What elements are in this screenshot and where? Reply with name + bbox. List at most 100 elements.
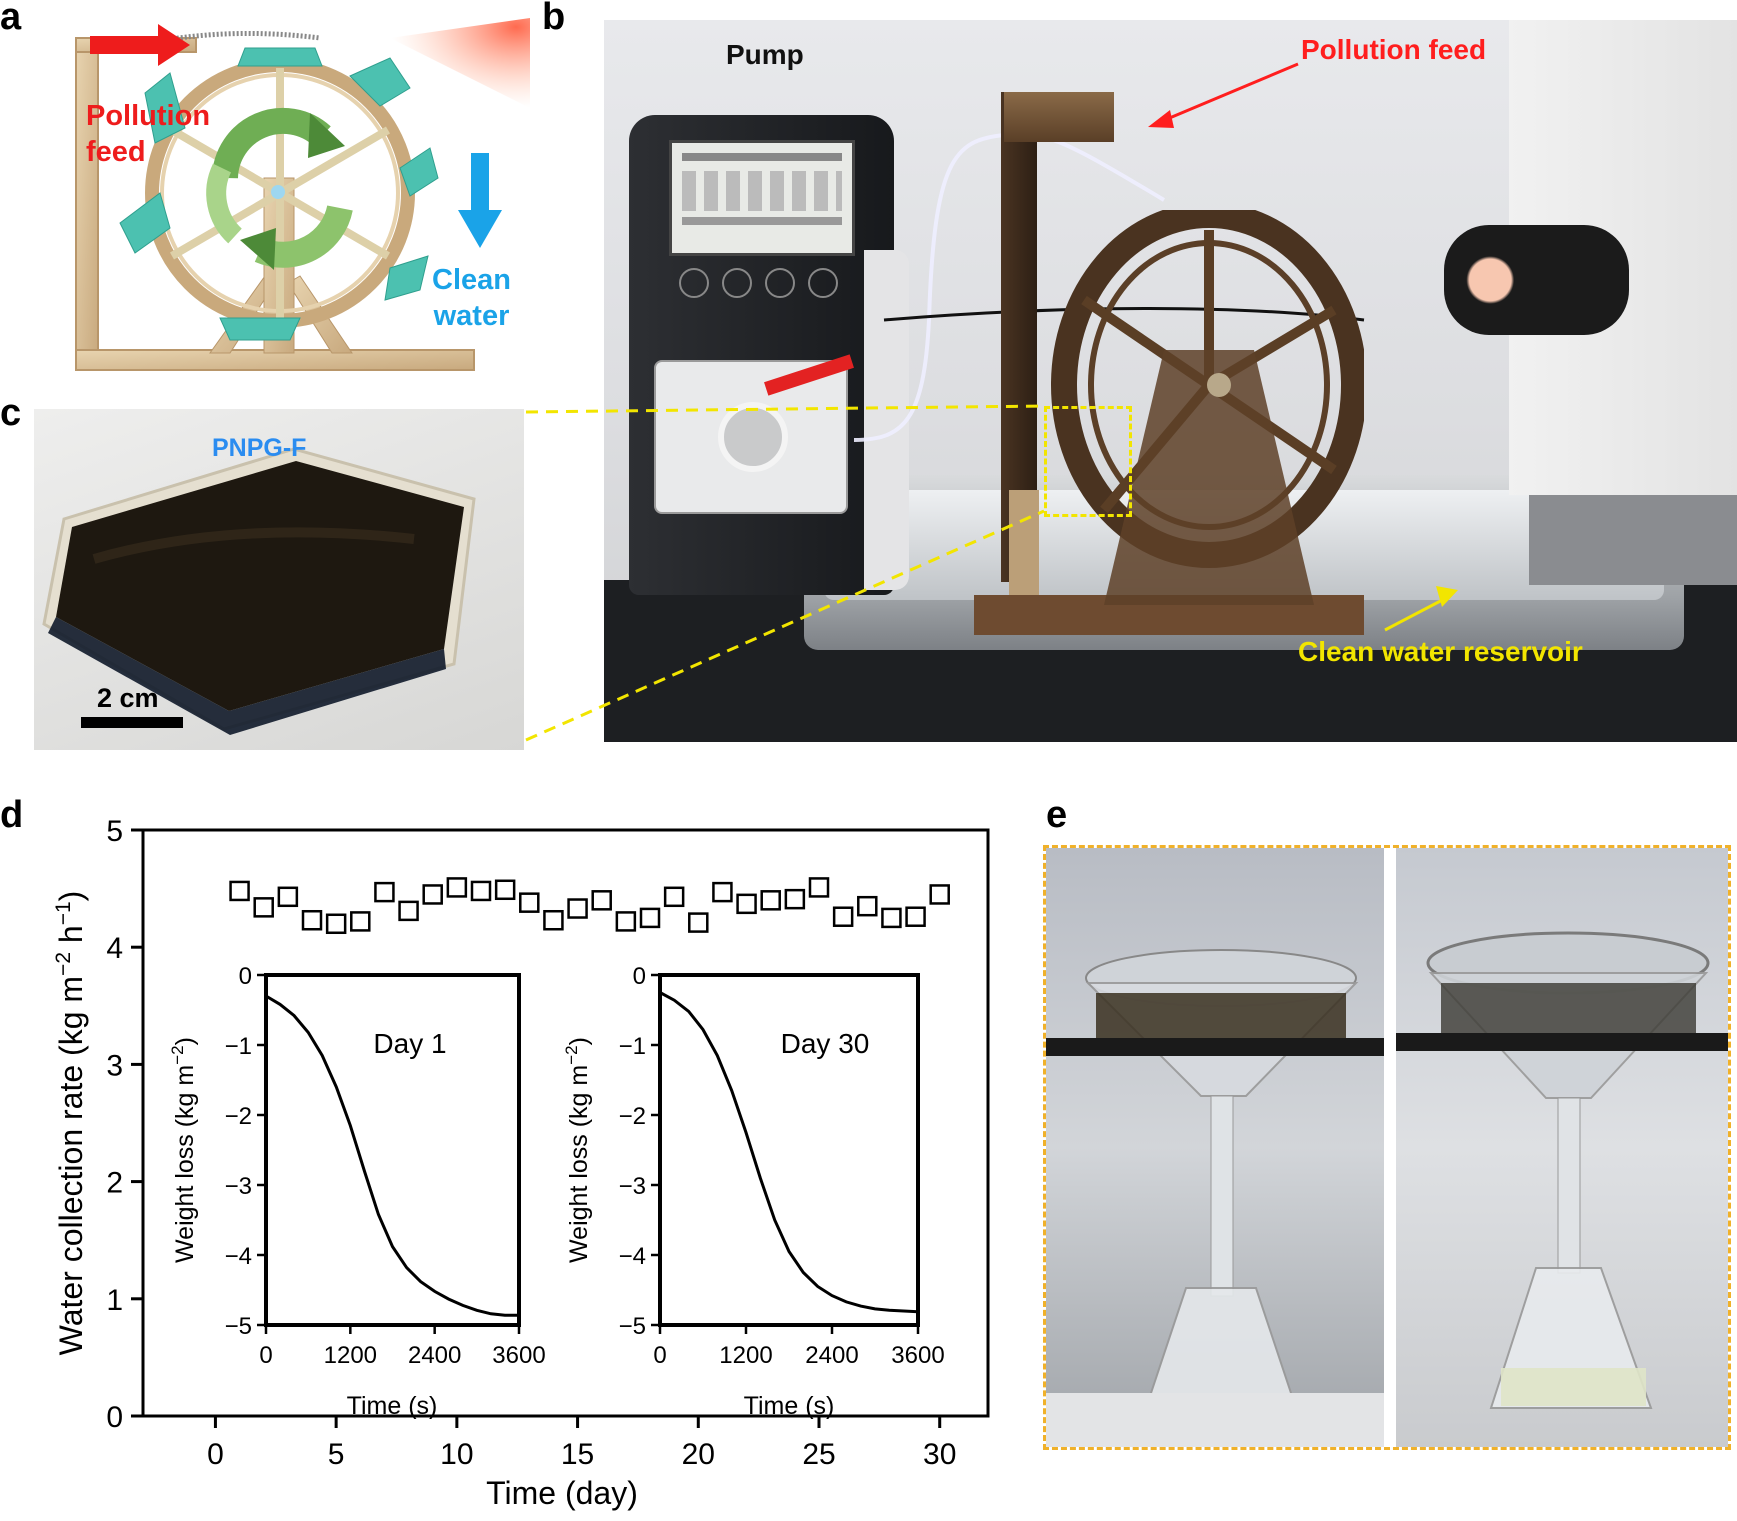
light-glow-icon	[390, 18, 530, 108]
inset1-y-axis: 0 −1 −2 −3 −4 −5	[225, 963, 266, 1340]
panel-letter-e: e	[1046, 794, 1068, 836]
schematic-clean-water-label: Clean water	[432, 264, 511, 332]
data-point	[301, 909, 323, 931]
inset2-title: Day 30	[781, 1028, 870, 1059]
data-point	[615, 911, 637, 932]
pollution-feed-label: Pollution feed	[1301, 34, 1487, 65]
inset1-y-tick-label: −2	[225, 1103, 252, 1130]
main-x-axis-label: Time (day)	[486, 1475, 638, 1511]
inset1-y-axis-label: Weight loss (kg m−2)	[168, 1037, 199, 1263]
main-y-tick-label: 3	[106, 1049, 123, 1082]
wooden-water-wheel-icon	[1051, 210, 1364, 605]
panel-a-schematic	[75, 18, 530, 371]
pump-button-direction	[765, 268, 795, 298]
inset1-x-axis: 0 1200 2400 3600	[259, 1325, 546, 1369]
data-point	[519, 892, 540, 913]
inset1-curve	[265, 994, 519, 1317]
pump-label: Pump	[726, 39, 804, 70]
main-x-tick-label: 20	[682, 1438, 715, 1471]
inset2-y-tick-label: 0	[633, 963, 646, 990]
data-point	[784, 888, 806, 910]
data-point	[567, 898, 588, 919]
inset1-x-axis-label: Time (s)	[347, 1392, 438, 1420]
main-y-axis-label: Water collection rate (kg m−2 h−1)	[52, 891, 89, 1356]
inset2-x-axis-label: Time (s)	[744, 1392, 835, 1420]
pump-screen	[669, 140, 855, 256]
inset2-y-axis-label: Weight loss (kg m−2)	[562, 1037, 593, 1263]
data-point	[663, 886, 685, 908]
pollution-stream	[164, 30, 321, 43]
data-point	[325, 913, 347, 935]
inset1-x-tick-label: 3600	[492, 1342, 545, 1369]
panel-d-chart: 0 1 2 3 4 5 0 5 10 15 20 25 30 Time (day) Water col…	[52, 815, 990, 1511]
pump-button-fast	[722, 268, 752, 298]
data-point	[760, 890, 781, 911]
inset2-curve	[659, 991, 919, 1314]
data-point	[446, 877, 468, 898]
inset2-x-tick-label: 0	[653, 1342, 666, 1369]
main-plot-frame	[141, 828, 990, 1418]
data-point	[688, 912, 709, 933]
inset2-x-tick-label: 1200	[719, 1342, 772, 1369]
panel-letter-b: b	[542, 0, 566, 38]
funnel-before-icon	[1046, 949, 1384, 1447]
panel-letter-a: a	[0, 0, 22, 38]
apparatus-photo	[604, 20, 1737, 742]
data-point	[543, 909, 564, 931]
main-x-tick-label: 10	[440, 1438, 473, 1471]
inset1-x-tick-label: 2400	[408, 1342, 461, 1369]
inset2-x-axis: 0 1200 2400 3600	[653, 1325, 945, 1369]
funnel-after-icon	[1396, 931, 1728, 1409]
inset2-frame	[658, 973, 920, 1327]
scale-bar-label: 2 cm	[97, 683, 159, 713]
data-point	[712, 881, 733, 903]
data-point	[374, 881, 395, 903]
inset1-x-tick-label: 0	[259, 1342, 272, 1369]
data-point	[350, 911, 371, 932]
panel-letter-c: c	[0, 392, 22, 434]
inset2-x-tick-label: 2400	[805, 1342, 858, 1369]
data-point	[881, 907, 902, 929]
frame-post	[75, 37, 99, 369]
wooden-feed-arm	[1004, 92, 1114, 142]
material-label: PNPG-F	[212, 434, 307, 462]
inset1-y-tick-label: −5	[225, 1313, 252, 1340]
pnpg-f-photo	[34, 409, 524, 750]
clean-water-arrow-icon	[458, 153, 502, 248]
data-point	[470, 880, 492, 902]
main-x-tick-label: 5	[328, 1438, 345, 1471]
pump-button-play	[808, 268, 838, 298]
pollution-feed-arrow-icon	[90, 24, 190, 66]
schematic-pollution-feed-label: Pollution feed	[86, 100, 211, 168]
inset1-y-tick-label: −1	[225, 1033, 252, 1060]
data-point	[808, 877, 830, 898]
main-y-tick-label: 4	[106, 932, 123, 965]
lamp-stand	[1529, 495, 1737, 585]
pnpg-f-sample-icon	[42, 447, 476, 735]
data-point	[736, 893, 757, 915]
data-point	[229, 880, 250, 902]
inset2-y-tick-label: −5	[619, 1313, 646, 1340]
main-x-tick-label: 25	[802, 1438, 835, 1471]
inset1-y-tick-label: −3	[225, 1173, 252, 1200]
axle-hub	[271, 185, 285, 199]
funnel-photos-frame	[1043, 845, 1731, 1450]
cycle-arrows-icon	[206, 107, 353, 270]
inset2-x-tick-label: 3600	[891, 1342, 944, 1369]
data-point	[857, 895, 878, 917]
main-y-tick-label: 2	[106, 1167, 123, 1200]
funnel-photo-after	[1396, 848, 1728, 1447]
evaporator-vanes-icon	[119, 47, 439, 341]
inset1-title: Day 1	[373, 1028, 446, 1059]
data-point	[253, 897, 274, 918]
data-point	[277, 886, 299, 908]
main-y-tick-label: 5	[106, 815, 123, 848]
data-point	[591, 890, 612, 911]
inset-day30-chart: 0 −1 −2 −3 −4 −5 0 1200 2400 3600 Day 30 Time (s…	[562, 963, 945, 1420]
reservoir-label: Clean water reservoir	[1298, 636, 1583, 667]
inset1-y-tick-label: −4	[225, 1243, 252, 1270]
inset2-y-tick-label: −1	[619, 1033, 646, 1060]
main-x-axis: 0 5 10 15 20 25 30	[207, 1416, 956, 1471]
main-y-tick-label: 0	[106, 1401, 123, 1434]
main-y-tick-label: 1	[106, 1284, 123, 1317]
